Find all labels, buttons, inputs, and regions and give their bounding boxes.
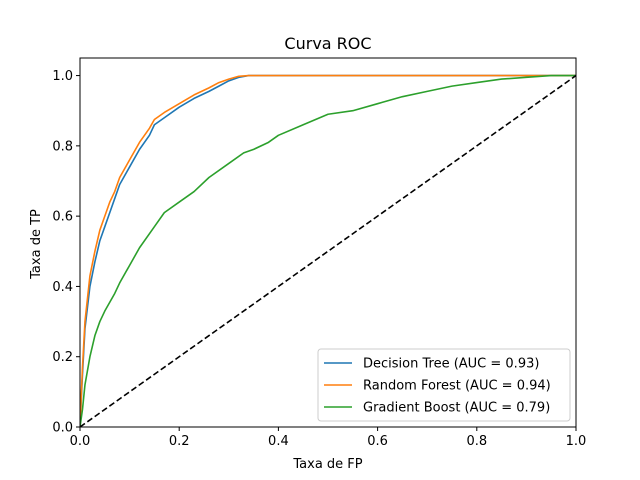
x-tick-label: 0.4 [268, 434, 289, 449]
legend-label-1: Random Forest (AUC = 0.94) [363, 379, 551, 394]
y-tick-label: 1.0 [52, 69, 73, 84]
diagonal-reference-line [80, 74, 576, 427]
y-tick-label: 0.6 [52, 210, 73, 225]
y-tick-label: 0.8 [52, 139, 73, 154]
series-line-1 [80, 74, 576, 427]
y-tick-label: 0.2 [52, 350, 73, 365]
legend-label-2: Gradient Boost (AUC = 0.79) [363, 401, 550, 416]
legend: Decision Tree (AUC = 0.93) Random Forest … [317, 348, 571, 422]
y-tick-label: 0.0 [52, 421, 73, 436]
legend-box [317, 348, 571, 422]
x-tick-label: 0.0 [70, 434, 91, 449]
y-tick-label: 0.4 [52, 280, 73, 295]
x-axis-title: Taxa de FP [292, 457, 362, 472]
legend-label-0: Decision Tree (AUC = 0.93) [363, 357, 539, 372]
x-tick-label: 0.8 [466, 434, 487, 449]
y-axis-title: Taxa de TP [29, 209, 44, 280]
x-tick-label: 1.0 [566, 434, 587, 449]
x-tick-label: 0.6 [367, 434, 388, 449]
x-tick-label: 0.2 [169, 434, 190, 449]
plot-area [80, 74, 576, 427]
axes [79, 57, 577, 428]
series-line-2 [80, 74, 576, 427]
plot-frame [79, 57, 577, 428]
chart-title: Curva ROC [284, 34, 371, 53]
ticks: 0.0 0.2 0.4 0.6 0.8 1.0 0.0 0.2 0.4 0.6 0.8 1.0 [52, 69, 586, 449]
series-line-0 [80, 74, 576, 427]
